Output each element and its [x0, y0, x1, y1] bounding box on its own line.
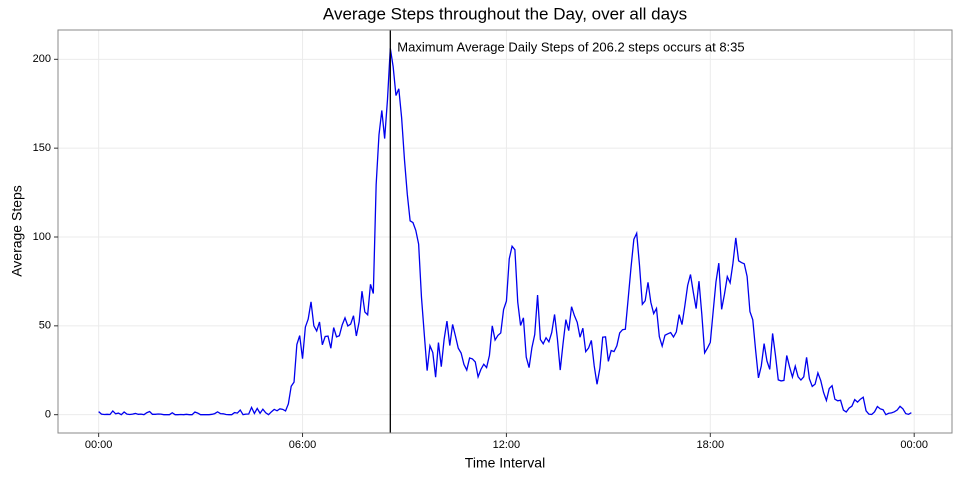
grid-layer — [58, 30, 952, 433]
panel-border — [57, 29, 953, 434]
x-tick-label: 06:00 — [289, 439, 317, 451]
y-tick-label: 100 — [33, 231, 51, 243]
x-tick-label: 00:00 — [85, 439, 113, 451]
y-axis-label: Average Steps — [9, 185, 25, 277]
y-tick-label: 50 — [39, 320, 51, 332]
x-axis-label: Time Interval — [465, 455, 545, 471]
x-tick-label: 18:00 — [697, 439, 725, 451]
x-tick-label: 12:00 — [493, 439, 521, 451]
y-tick-label: 200 — [33, 53, 51, 65]
chart-title: Average Steps throughout the Day, over a… — [323, 4, 687, 23]
y-tick-label: 150 — [33, 142, 51, 154]
data-line — [98, 48, 912, 416]
plot-layer — [98, 30, 912, 433]
annotation: Maximum Average Daily Steps of 206.2 ste… — [397, 39, 744, 54]
x-tick-label: 00:00 — [900, 439, 928, 451]
y-tick-label: 0 — [45, 409, 51, 421]
